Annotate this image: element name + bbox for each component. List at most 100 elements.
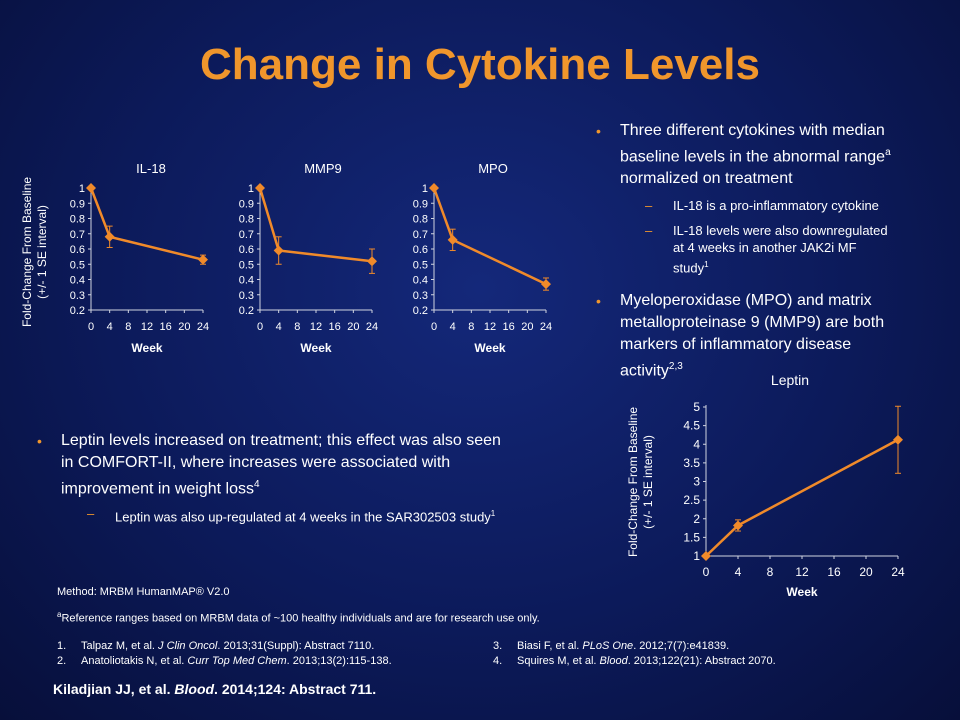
mmp9-y-tick-label: 0.6 [239,244,254,256]
mmp9-x-axis-label: Week [300,341,331,355]
mpo-y-tick-label: 0.8 [413,214,428,226]
mmp9-chart-title: MMP9 [304,161,342,176]
il18-y-tick-label: 0.7 [70,229,85,241]
leptin-y-tick-label: 2 [693,512,700,526]
il18-data-point [198,254,208,265]
bullet-leptin: • Leptin levels increased on treatment; … [37,432,501,498]
mpo-x-tick-label: 24 [540,321,552,333]
mpo-data-point [429,183,439,193]
leptin-y-tick-label: 3 [693,475,700,489]
mpo-x-tick-label: 20 [521,321,533,333]
small-charts-y-axis-label: (+/- 1 SE interval) [35,205,49,299]
il18-x-axis-label: Week [131,341,162,355]
mpo-x-tick-label: 16 [503,321,515,333]
mpo-x-axis-label: Week [474,341,505,355]
il18-y-tick-label: 0.5 [70,259,85,271]
study-citation: Kiladjian JJ, et al. Blood. 2014;124: Ab… [53,681,377,697]
sub-bullet-il18-jak2i: – IL-18 levels were also downregulated a… [645,223,888,276]
mpo-x-tick-label: 4 [450,321,456,333]
mpo-y-tick-label: 0.5 [413,259,428,271]
sub-bullet-il18: – IL-18 is a pro-inflammatory cytokine [645,198,879,213]
leptin-y-tick-label: 5 [693,400,700,414]
sub-bullet-dash: – [645,223,653,238]
mmp9-y-tick-label: 0.9 [239,198,254,210]
mmp9-x-tick-label: 4 [276,321,282,333]
mpo-x-tick-label: 8 [468,321,474,333]
slide-title: Change in Cytokine Levels [200,40,760,89]
il18-series-line [89,187,204,261]
leptin-data-point [701,551,711,561]
method-note: Method: MRBM HumanMAP® V2.0 [57,586,230,598]
leptin-y-tick-label: 4 [693,437,700,451]
mpo-y-tick-label: 0.3 [413,290,428,302]
mmp9-x-tick-label: 20 [347,321,359,333]
leptin-x-tick-label: 16 [827,565,841,579]
mpo-series-line [432,187,547,286]
mmp9-x-tick-label: 0 [257,321,263,333]
leptin-y-tick-label: 1 [693,549,700,563]
bullet-mpo-mmp9: • Myeloperoxidase (MPO) and matrix metal… [596,292,885,380]
leptin-x-tick-label: 12 [795,565,809,579]
mmp9-y-tick-label: 0.4 [239,275,254,287]
leptin-y-tick-label: 2.5 [683,493,700,507]
mmp9-y-tick-label: 1 [248,183,254,195]
mpo-y-tick-label: 1 [422,183,428,195]
mmp9-data-point [273,245,284,256]
mmp9-data-point [367,256,377,267]
il18-x-tick-label: 20 [178,321,190,333]
mmp9-y-tick-label: 0.3 [239,290,254,302]
reference-item: 2. Anatoliotakis N, et al. Curr Top Med C… [57,655,392,667]
leptin-data-point [733,520,743,531]
leptin-y-tick-label: 4.5 [683,419,700,433]
leptin-x-tick-label: 0 [703,565,710,579]
small-charts-y-axis-label: Fold-Change From Baseline [20,177,34,327]
mpo-y-tick-label: 0.6 [413,244,428,256]
mmp9-y-tick-label: 0.2 [239,305,254,317]
reference-item: 3. Biasi F, et al. PLoS One. 2012;7(7):e4… [493,640,730,652]
bullet-cytokines: • Three different cytokines with median … [596,122,891,188]
leptin-x-tick-label: 20 [859,565,873,579]
mmp9-y-tick-label: 0.7 [239,229,254,241]
leptin-y-tick-label: 1.5 [683,530,700,544]
mmp9-y-tick-label: 0.8 [239,214,254,226]
leptin-y-axis-label: (+/- 1 SE interval) [641,435,655,529]
il18-data-point [86,183,96,193]
leptin-chart-title: Leptin [771,372,809,388]
mpo-x-tick-label: 12 [484,321,496,333]
mmp9-x-tick-label: 12 [310,321,322,333]
il18-y-tick-label: 0.6 [70,244,85,256]
bullet-dot: • [596,293,601,309]
sub-bullet-dash: – [87,506,95,521]
leptin-x-tick-label: 8 [767,565,774,579]
mpo-data-point [447,234,458,245]
il18-x-tick-label: 16 [160,321,172,333]
il18-chart-title: IL-18 [136,161,166,176]
il18-x-tick-label: 8 [125,321,131,333]
reference-item: 4. Squires M, et al. Blood. 2013;122(21):… [493,655,776,667]
mmp9-y-tick-label: 0.5 [239,259,254,271]
il18-x-tick-label: 12 [141,321,153,333]
bullet-dot: • [37,433,42,449]
mpo-x-tick-label: 0 [431,321,437,333]
mpo-chart-title: MPO [478,161,508,176]
il18-y-tick-label: 0.3 [70,290,85,302]
il18-x-tick-label: 4 [107,321,113,333]
leptin-y-axis-label: Fold-Change From Baseline [626,407,640,557]
il18-y-tick-label: 0.2 [70,305,85,317]
mpo-y-tick-label: 0.4 [413,275,428,287]
leptin-x-tick-label: 4 [735,565,742,579]
il18-x-tick-label: 0 [88,321,94,333]
sub-bullet-dash: – [645,198,653,213]
il18-y-tick-label: 0.4 [70,275,85,287]
leptin-y-tick-label: 3.5 [683,456,700,470]
il18-x-tick-label: 24 [197,321,209,333]
mmp9-data-point [255,183,265,193]
mmp9-x-tick-label: 8 [294,321,300,333]
mpo-data-point [541,279,551,290]
il18-y-tick-label: 0.8 [70,214,85,226]
bullet-dot: • [596,123,601,139]
mpo-y-tick-label: 0.2 [413,305,428,317]
il18-y-tick-label: 1 [79,183,85,195]
leptin-x-axis-label: Week [786,585,817,599]
leptin-series-line [705,438,899,557]
